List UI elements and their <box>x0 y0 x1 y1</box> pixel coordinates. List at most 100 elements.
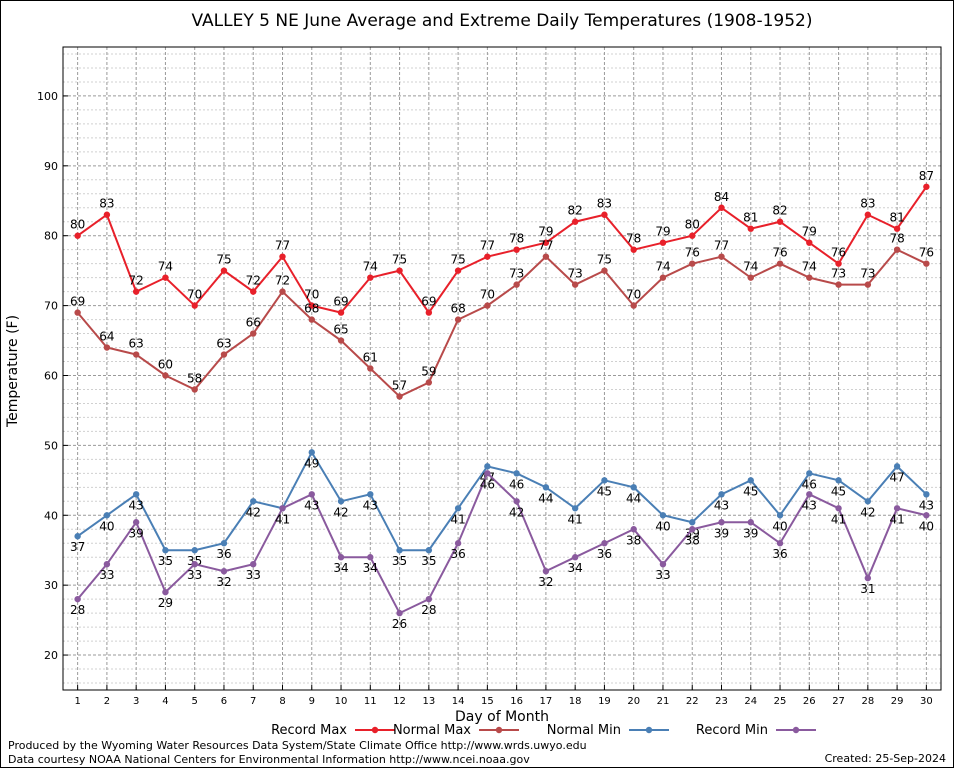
record-min-point <box>162 588 169 596</box>
record-min-point <box>308 491 315 498</box>
record-min-data-label: 39 <box>129 526 144 540</box>
normal-min-data-label: 35 <box>392 554 407 568</box>
record-max-data-label: 75 <box>216 253 231 267</box>
x-tick-label: 3 <box>133 696 139 707</box>
record-min-data-label: 40 <box>919 519 934 533</box>
record-min-point <box>132 519 140 526</box>
normal-min-data-label: 39 <box>685 526 700 540</box>
normal-max-data-label: 73 <box>568 267 583 281</box>
normal-max-data-label: 60 <box>158 357 173 371</box>
normal-min-data-label: 49 <box>304 456 319 470</box>
y-tick-label: 20 <box>44 649 58 662</box>
record-min-data-label: 33 <box>246 568 261 582</box>
record-min-data-label: 41 <box>831 512 846 526</box>
normal-max-data-label: 74 <box>802 260 817 274</box>
normal-max-data-label: 61 <box>363 351 378 365</box>
record-min-data-label: 32 <box>538 575 553 589</box>
normal-min-point <box>132 491 140 498</box>
normal-min-point <box>718 491 725 498</box>
record-min-data-label: 43 <box>304 498 319 512</box>
legend-label: Normal Max <box>393 723 471 738</box>
normal-max-point <box>250 330 257 337</box>
normal-max-point <box>806 274 813 281</box>
x-tick-label: 25 <box>774 696 787 707</box>
x-tick-label: 17 <box>540 696 553 707</box>
normal-min-data-label: 42 <box>860 505 875 519</box>
x-tick-label: 26 <box>803 696 816 707</box>
normal-max-point <box>74 309 81 316</box>
record-min-data-label: 34 <box>333 561 348 575</box>
record-max-data-label: 83 <box>597 197 612 211</box>
legend-label: Normal Min <box>547 723 621 738</box>
record-min-data-label: 39 <box>743 526 758 540</box>
record-max-data-label: 72 <box>129 274 144 288</box>
record-min-data-label: 32 <box>216 575 231 589</box>
normal-min-data-label: 46 <box>802 477 817 491</box>
normal-max-point <box>864 281 872 288</box>
legend-item-normal-min: Normal Min <box>547 723 669 738</box>
normal-max-point <box>689 260 696 267</box>
record-max-point <box>454 267 462 274</box>
normal-min-data-label: 42 <box>333 505 348 519</box>
x-tick-label: 19 <box>598 696 611 707</box>
record-max-point <box>747 225 754 232</box>
normal-max-point <box>571 281 579 288</box>
normal-min-data-label: 43 <box>129 498 144 512</box>
normal-min-point <box>250 498 257 505</box>
x-tick-label: 16 <box>510 696 523 707</box>
record-max-data-label: 82 <box>568 204 583 218</box>
record-min-data-label: 34 <box>363 561 378 575</box>
normal-max-point <box>308 316 315 323</box>
chart-title: VALLEY 5 NE June Average and Extreme Dai… <box>191 11 812 31</box>
record-min-point <box>396 609 403 617</box>
normal-min-point <box>923 491 930 498</box>
series-record-max: 80 83 72 74 70 75 72 77 70 69 74 75 69 75 77 78 79 82 83 78… <box>70 169 934 316</box>
record-min-point <box>718 519 725 526</box>
normal-max-point <box>162 372 169 379</box>
normal-max-data-label: 65 <box>333 323 348 337</box>
normal-max-data-label: 74 <box>655 260 670 274</box>
normal-min-point <box>308 449 315 456</box>
record-max-point <box>659 239 667 246</box>
legend-item-record-max: Record Max <box>271 723 395 738</box>
normal-min-point <box>630 484 637 491</box>
legend-item-record-min: Record Min <box>696 723 816 738</box>
record-max-data-label: 74 <box>158 260 173 274</box>
normal-min-point <box>776 512 784 519</box>
normal-min-data-label: 46 <box>509 477 524 491</box>
x-tick-label: 27 <box>832 696 845 707</box>
x-tick-label: 9 <box>309 696 315 707</box>
record-max-data-label: 76 <box>831 246 846 260</box>
x-axis-title: Day of Month <box>455 709 549 725</box>
record-max-point <box>571 218 579 225</box>
normal-min-data-label: 44 <box>626 491 641 505</box>
record-min-line <box>76 471 927 615</box>
normal-min-data-label: 47 <box>889 470 904 484</box>
record-max-line <box>77 186 928 315</box>
normal-max-data-label: 75 <box>597 253 612 267</box>
normal-min-point <box>74 533 81 540</box>
normal-min-point <box>396 547 403 554</box>
record-min-point <box>191 560 198 568</box>
record-max-data-label: 82 <box>772 204 787 218</box>
record-max-point <box>835 260 842 267</box>
record-max-data-label: 79 <box>655 225 670 239</box>
normal-max-data-label: 68 <box>450 302 465 316</box>
record-min-point <box>776 540 784 547</box>
plot-border <box>62 46 942 691</box>
x-tick-label: 7 <box>250 696 256 707</box>
record-min-data-label: 34 <box>568 561 583 575</box>
normal-min-point <box>542 484 550 491</box>
normal-max-point <box>454 316 462 323</box>
record-min-data-label: 33 <box>187 568 202 582</box>
plot-area <box>63 47 941 690</box>
record-min-point <box>279 505 286 512</box>
normal-max-data-label: 57 <box>392 378 407 392</box>
y-tick-label: 80 <box>44 230 58 243</box>
record-min-point <box>513 498 520 505</box>
record-min-point <box>659 560 667 568</box>
normal-min-data-label: 45 <box>831 484 846 498</box>
normal-min-data-label: 45 <box>597 484 612 498</box>
normal-max-point <box>601 267 608 274</box>
